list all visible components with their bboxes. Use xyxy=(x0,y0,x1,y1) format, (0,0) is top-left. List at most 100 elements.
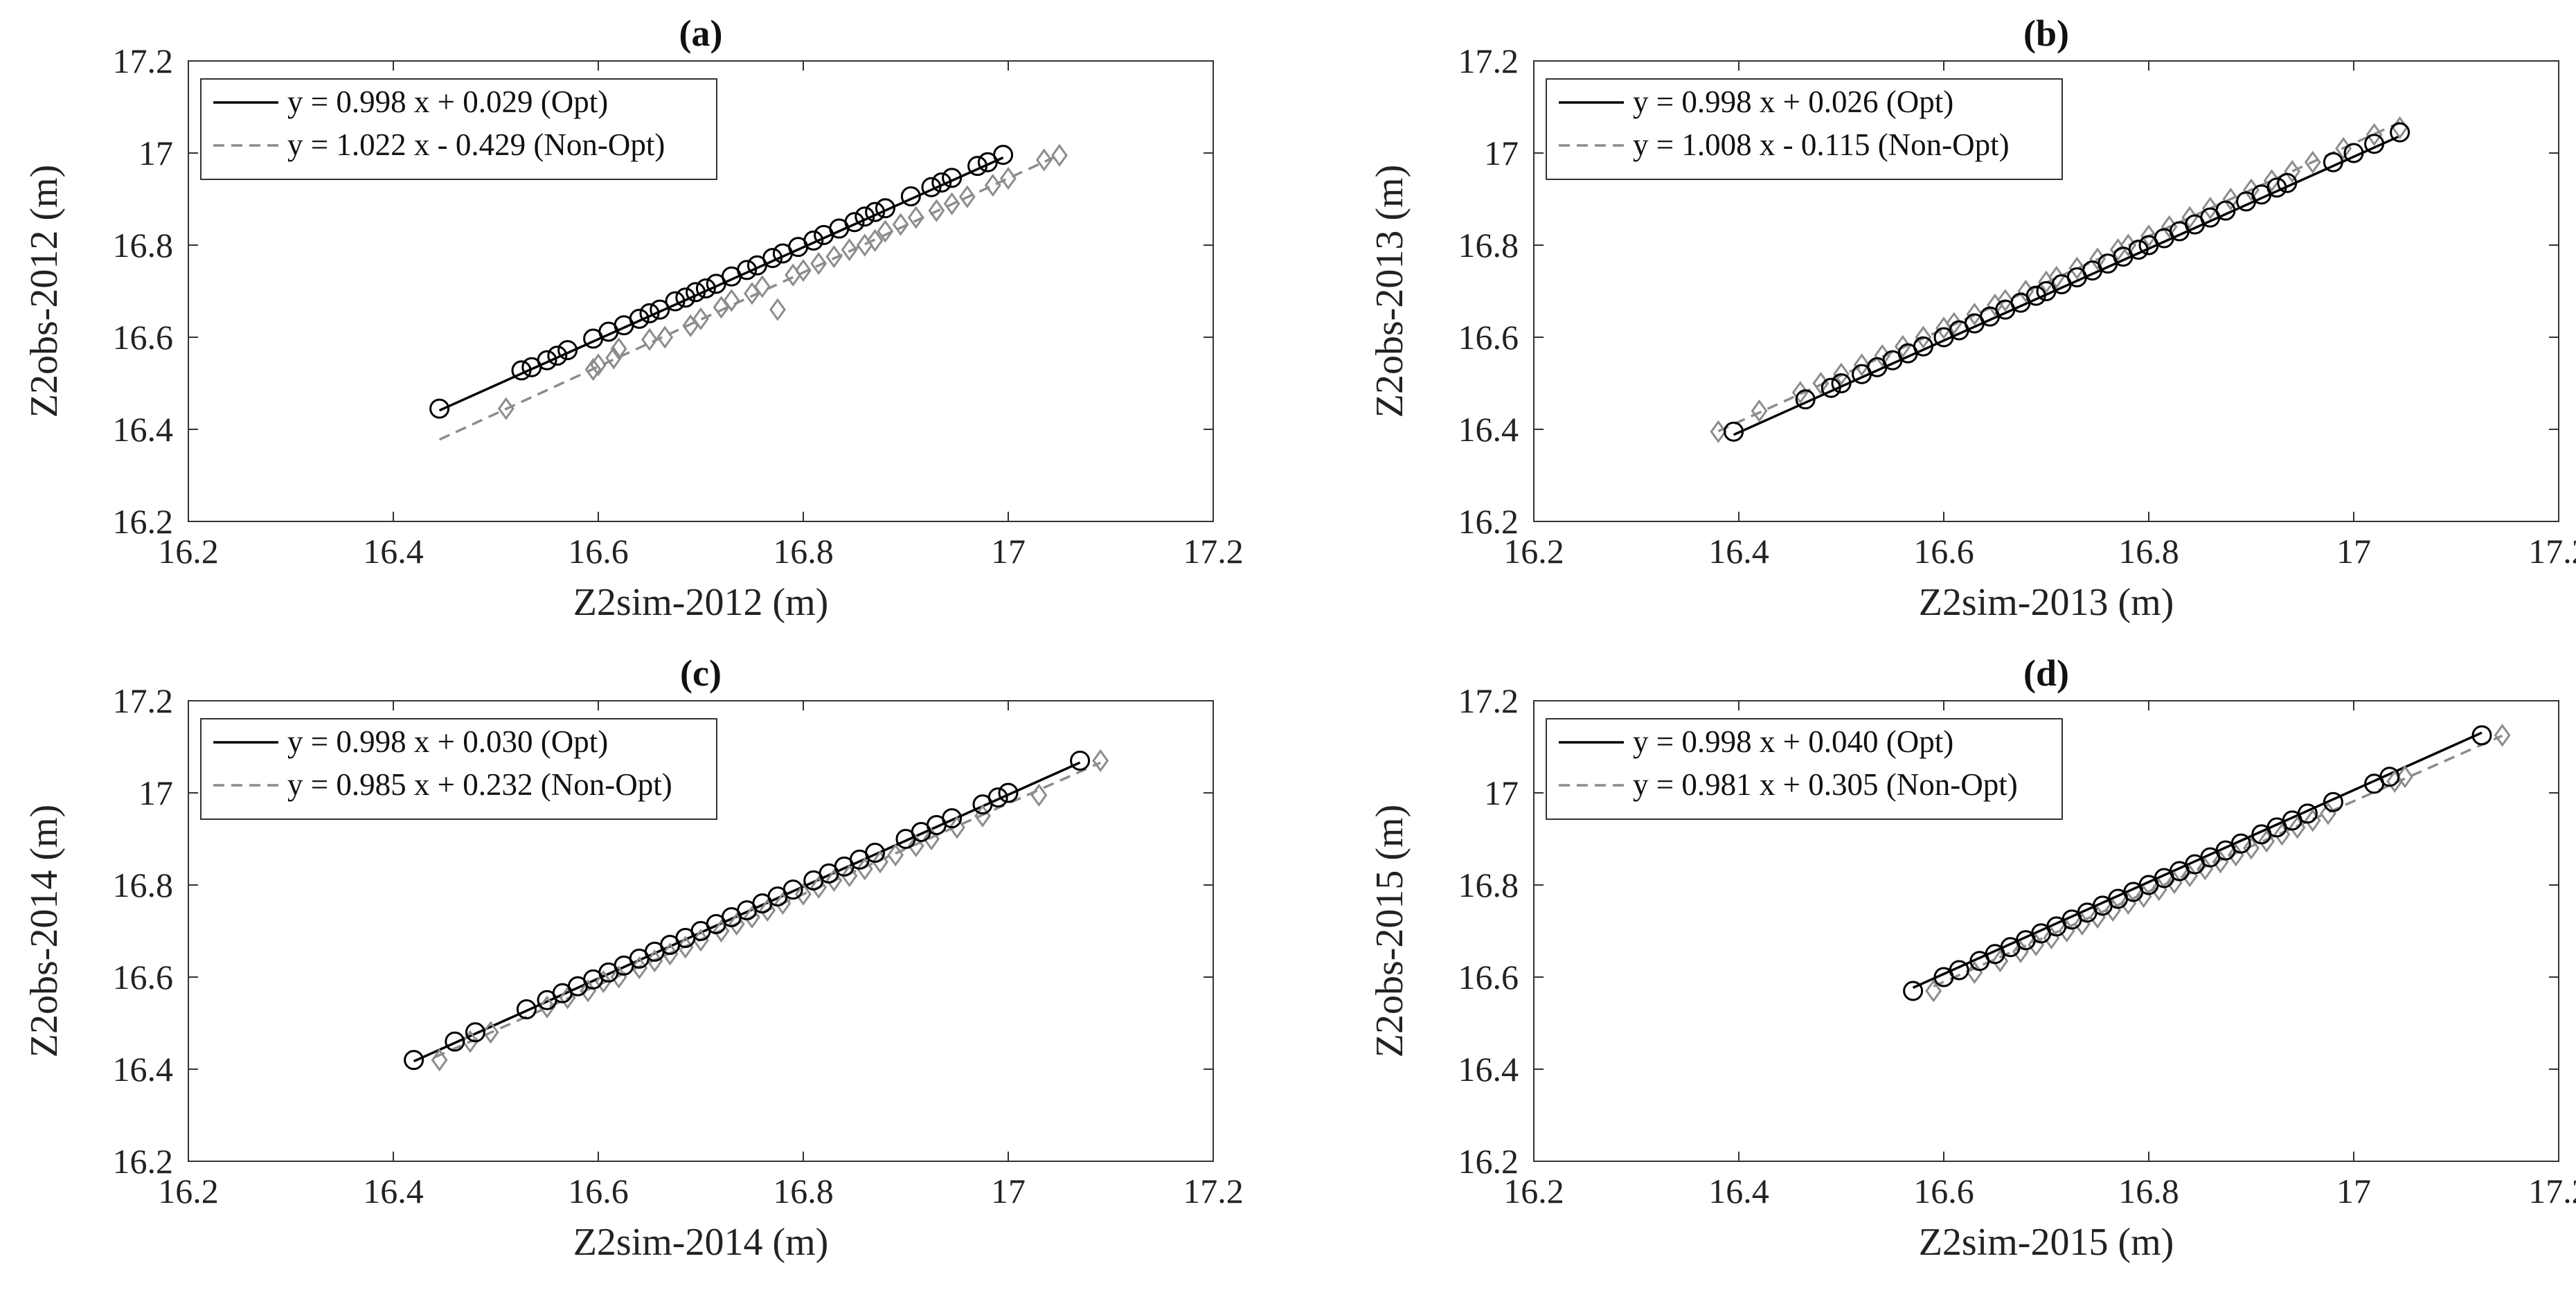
opt-point xyxy=(665,291,686,312)
opt-point xyxy=(465,1022,485,1043)
opt-point xyxy=(865,842,886,863)
opt-point xyxy=(931,172,952,193)
x-axis-label: Z2sim-2015 (m) xyxy=(1919,1221,2174,1264)
y-tick-label: 17.2 xyxy=(1458,681,1519,720)
opt-point xyxy=(2215,200,2236,221)
opt-point xyxy=(2364,134,2385,154)
non-opt-fit-line xyxy=(438,154,1060,441)
non-opt-point xyxy=(872,850,888,874)
y-tick-label: 17.2 xyxy=(113,681,174,720)
non-opt-point xyxy=(539,995,555,1019)
legend-non-opt-label: y = 0.981 x + 0.305 (Non-Opt) xyxy=(1633,767,2018,802)
x-tick-label: 17.2 xyxy=(1183,532,1244,571)
non-opt-point xyxy=(841,238,858,262)
opt-point xyxy=(865,202,886,222)
non-opt-point xyxy=(1000,167,1017,190)
legend-box xyxy=(200,78,717,180)
non-opt-point xyxy=(692,307,709,330)
non-opt-point xyxy=(1945,312,1962,335)
non-opt-point xyxy=(677,936,694,959)
y-tick-label: 16.2 xyxy=(1458,502,1519,541)
non-opt-point xyxy=(2273,823,2291,846)
opt-point xyxy=(2025,285,2046,306)
non-opt-point xyxy=(744,905,760,929)
y-tick-label: 16.2 xyxy=(1458,1142,1519,1181)
opt-point xyxy=(1831,373,1852,393)
x-axis-label: Z2sim-2013 (m) xyxy=(1919,581,2174,624)
non-opt-point xyxy=(841,864,858,888)
data-layer xyxy=(1710,116,2410,443)
non-opt-point xyxy=(497,397,515,420)
non-opt-point xyxy=(584,357,602,382)
non-opt-point xyxy=(1925,979,1942,1003)
y-tick-label: 16.6 xyxy=(113,958,174,996)
non-opt-point xyxy=(646,949,663,973)
non-opt-point xyxy=(907,206,924,229)
opt-point xyxy=(844,212,865,233)
legend-non-opt-label: y = 1.022 x - 0.429 (Non-Opt) xyxy=(287,127,665,162)
y-axis-label: Z2obs-2014 (m) xyxy=(23,805,66,1058)
non-opt-point xyxy=(2304,150,2321,174)
non-opt-point xyxy=(2048,265,2065,289)
y-tick-label: 16.6 xyxy=(1458,958,1519,996)
opt-point xyxy=(875,198,895,219)
opt-point xyxy=(855,206,875,227)
non-opt-point xyxy=(877,220,894,243)
non-opt-point xyxy=(462,1030,478,1053)
y-axis-label: Z2obs-2013 (m) xyxy=(1368,165,1411,418)
panel-1: 16.2 16.4 16.6 16.8 17 17.2 16.2 16.4 16.6 16.8 17… xyxy=(23,12,1244,624)
x-tick-label: 16.2 xyxy=(158,532,219,571)
opt-point xyxy=(2323,152,2343,172)
non-opt-point xyxy=(795,259,812,283)
panel-title: (b) xyxy=(2023,12,2069,54)
non-opt-point xyxy=(923,827,940,851)
non-opt-point xyxy=(774,892,791,915)
opt-point xyxy=(998,782,1019,803)
opt-point xyxy=(2323,791,2343,812)
legend-non-opt-label: y = 1.008 x - 0.115 (Non-Opt) xyxy=(1633,127,2010,162)
opt-point xyxy=(2277,172,2298,193)
opt-point xyxy=(2390,122,2410,143)
non-opt-point xyxy=(692,929,709,952)
y-tick-label: 16.4 xyxy=(113,1050,174,1089)
non-opt-point xyxy=(1030,783,1048,807)
opt-fit-line xyxy=(413,761,1081,1063)
non-opt-point xyxy=(656,325,674,349)
x-tick-label: 16.4 xyxy=(1708,1172,1769,1210)
y-axis-label: Z2obs-2012 (m) xyxy=(23,165,66,418)
non-opt-point xyxy=(958,185,976,208)
non-opt-point xyxy=(892,213,909,236)
x-tick-label: 17.2 xyxy=(2528,1172,2576,1210)
non-opt-point xyxy=(825,868,843,892)
y-tick-label: 16.8 xyxy=(113,866,174,904)
y-tick-label: 17 xyxy=(1484,134,1519,172)
panel-2: 16.2 16.4 16.6 16.8 17 17.2 16.2 16.4 16.6 16.8 17… xyxy=(1368,12,2576,624)
x-tick-label: 16.6 xyxy=(1913,1172,1974,1210)
non-opt-point xyxy=(1996,289,2014,312)
legend-opt-label: y = 0.998 x + 0.040 (Opt) xyxy=(1633,724,1953,759)
opt-point xyxy=(2343,143,2364,163)
x-axis-label: Z2sim-2014 (m) xyxy=(573,1221,829,1264)
non-opt-point xyxy=(769,298,786,321)
non-opt-point xyxy=(866,229,884,252)
opt-point xyxy=(675,287,696,308)
non-opt-point xyxy=(2181,206,2199,229)
opt-point xyxy=(445,1031,465,1052)
non-opt-point xyxy=(1092,749,1109,773)
non-opt-point xyxy=(661,942,679,966)
non-opt-point xyxy=(1751,399,1768,422)
opt-point xyxy=(639,303,660,323)
y-tick-label: 16.6 xyxy=(113,318,174,357)
opt-point xyxy=(803,230,824,251)
non-opt-point xyxy=(2222,187,2239,211)
non-opt-point xyxy=(1710,420,1727,443)
non-opt-point xyxy=(2304,809,2321,832)
non-opt-point xyxy=(1051,143,1068,167)
opt-point xyxy=(650,299,670,320)
opt-point xyxy=(1949,960,1969,981)
opt-point xyxy=(629,308,650,329)
x-tick-label: 16.4 xyxy=(363,532,424,571)
non-opt-point xyxy=(2140,224,2157,248)
non-opt-point xyxy=(1992,949,2009,973)
x-tick-label: 16.8 xyxy=(773,532,834,571)
